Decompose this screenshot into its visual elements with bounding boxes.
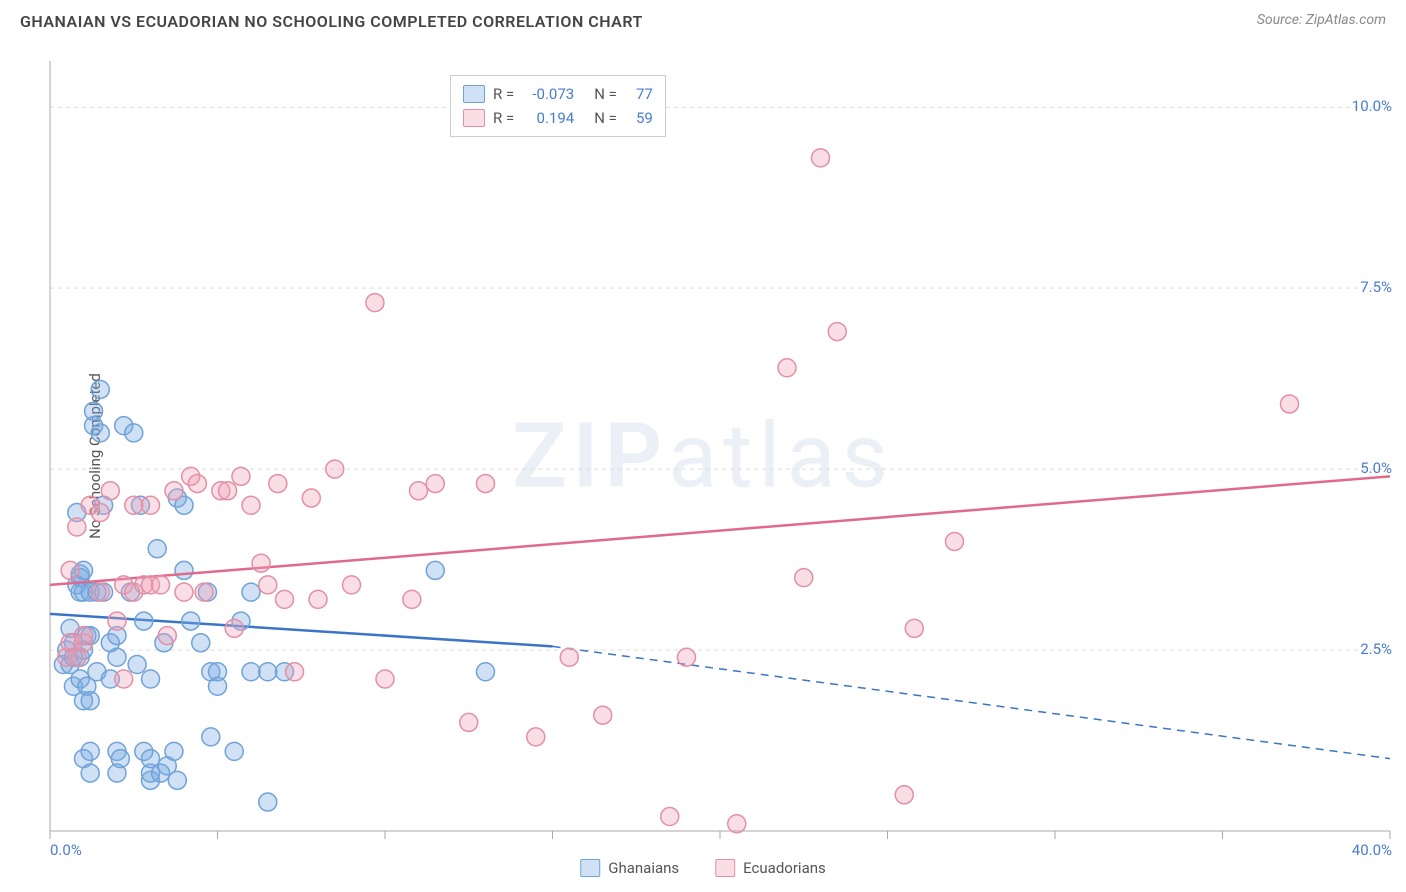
- legend-label: Ecuadorians: [743, 859, 826, 877]
- stat-r-label: R =: [493, 106, 514, 130]
- chart-title: GHANAIAN VS ECUADORIAN NO SCHOOLING COMP…: [20, 12, 643, 31]
- y-tick-label: 2.5%: [1360, 640, 1392, 658]
- stat-n-label: N =: [594, 106, 617, 130]
- x-axis-min-label: 0.0%: [50, 841, 82, 859]
- correlation-stats-box: R = -0.073 N = 77 R = 0.194 N = 59: [450, 75, 666, 137]
- stat-n-label: N =: [594, 82, 617, 106]
- stats-swatch: [463, 109, 485, 127]
- stat-r-value: 0.194: [522, 106, 574, 130]
- stats-row: R = 0.194 N = 59: [463, 106, 653, 130]
- stats-row: R = -0.073 N = 77: [463, 82, 653, 106]
- source-attribution: Source: ZipAtlas.com: [1257, 12, 1386, 28]
- legend-swatch: [580, 859, 600, 877]
- legend-item-ecuadorians: Ecuadorians: [715, 859, 826, 877]
- y-tick-label: 5.0%: [1360, 459, 1392, 477]
- legend-swatch: [715, 859, 735, 877]
- stat-n-value: 77: [625, 82, 653, 106]
- chart-area: No Schooling Completed ZIPatlas R =-0.07…: [0, 31, 1406, 881]
- legend-label: Ghanaians: [608, 859, 679, 877]
- stat-r-label: R =: [493, 82, 514, 106]
- y-tick-label: 10.0%: [1352, 97, 1392, 115]
- legend-bottom: Ghanaians Ecuadorians: [580, 859, 826, 877]
- stat-r-value: -0.073: [522, 82, 574, 106]
- stats-swatch: [463, 85, 485, 103]
- x-axis-max-label: 40.0%: [1352, 841, 1392, 859]
- stat-n-value: 59: [625, 106, 653, 130]
- scatter-plot-svg: [0, 31, 1406, 881]
- y-tick-label: 7.5%: [1360, 278, 1392, 296]
- legend-item-ghanaians: Ghanaians: [580, 859, 679, 877]
